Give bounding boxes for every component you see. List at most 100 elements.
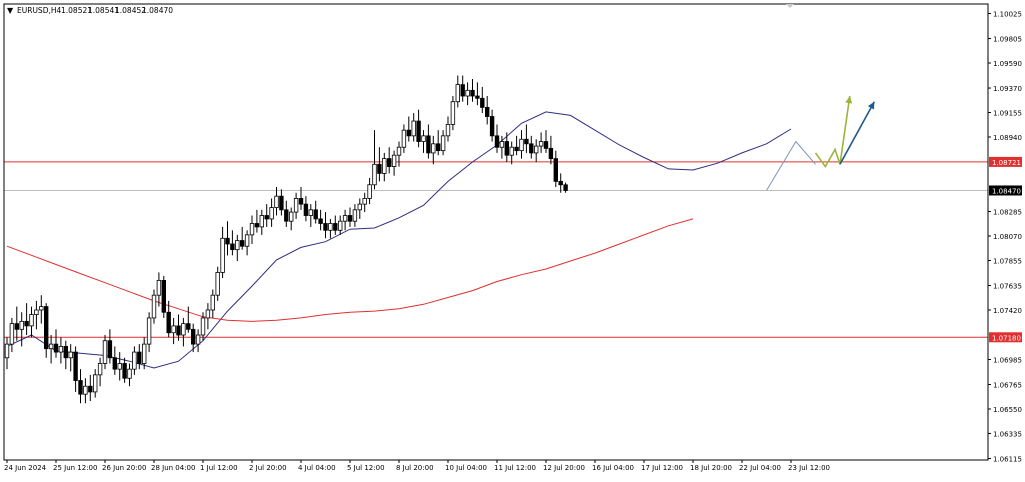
candle[interactable]: [107, 329, 113, 364]
moving-average-slow[interactable]: [6, 218, 694, 322]
candle[interactable]: [362, 192, 367, 213]
candle[interactable]: [53, 329, 59, 358]
candle[interactable]: [102, 335, 108, 370]
candle[interactable]: [220, 226, 225, 279]
candle[interactable]: [244, 230, 250, 256]
candle[interactable]: [230, 230, 235, 256]
candle[interactable]: [161, 275, 166, 318]
candle[interactable]: [396, 141, 402, 167]
candle[interactable]: [440, 130, 446, 156]
candle[interactable]: [19, 312, 24, 347]
candle[interactable]: [465, 82, 470, 106]
candle[interactable]: [328, 218, 333, 239]
candle[interactable]: [548, 135, 554, 165]
candle[interactable]: [284, 200, 289, 227]
candle[interactable]: [563, 182, 568, 193]
candle[interactable]: [494, 124, 500, 153]
candle[interactable]: [303, 196, 309, 222]
candle[interactable]: [509, 141, 514, 165]
candle[interactable]: [176, 314, 181, 341]
candle[interactable]: [141, 337, 147, 370]
candle[interactable]: [455, 75, 460, 108]
candle[interactable]: [460, 75, 465, 102]
candle[interactable]: [195, 329, 201, 353]
candle[interactable]: [34, 300, 39, 330]
candle[interactable]: [416, 109, 421, 148]
candle[interactable]: [235, 234, 240, 262]
candle[interactable]: [431, 135, 436, 165]
candle[interactable]: [337, 215, 343, 235]
candle[interactable]: [151, 289, 157, 324]
candle[interactable]: [44, 303, 49, 358]
candle[interactable]: [411, 113, 416, 142]
candle[interactable]: [127, 363, 132, 387]
candle[interactable]: [308, 204, 313, 227]
candle[interactable]: [88, 374, 93, 402]
candle[interactable]: [200, 312, 206, 341]
candle[interactable]: [181, 317, 186, 347]
candle[interactable]: [514, 135, 519, 156]
candle[interactable]: [58, 337, 64, 364]
candle[interactable]: [132, 346, 137, 375]
candle[interactable]: [171, 317, 176, 345]
candle[interactable]: [372, 130, 377, 190]
candle[interactable]: [435, 130, 441, 156]
candle[interactable]: [137, 344, 142, 370]
candle[interactable]: [274, 187, 279, 216]
candle[interactable]: [249, 215, 255, 244]
candle[interactable]: [97, 357, 103, 387]
candle[interactable]: [166, 300, 171, 338]
forecast-arrow[interactable]: [839, 101, 876, 165]
candle[interactable]: [406, 116, 411, 142]
candle[interactable]: [347, 207, 353, 227]
candle[interactable]: [499, 135, 505, 159]
candle[interactable]: [529, 135, 534, 159]
candle[interactable]: [553, 150, 558, 188]
candle[interactable]: [524, 124, 529, 153]
candle[interactable]: [323, 212, 328, 239]
candle[interactable]: [63, 340, 68, 370]
candle[interactable]: [9, 317, 15, 353]
candle[interactable]: [489, 109, 495, 142]
candle[interactable]: [48, 335, 54, 364]
candle[interactable]: [269, 198, 274, 227]
forecast-path[interactable]: [766, 140, 816, 191]
candle[interactable]: [470, 78, 475, 102]
candle[interactable]: [93, 369, 98, 398]
candle[interactable]: [475, 82, 480, 106]
candle[interactable]: [68, 344, 73, 372]
candle[interactable]: [259, 209, 264, 235]
candle[interactable]: [450, 96, 456, 131]
candle[interactable]: [445, 116, 451, 142]
candle[interactable]: [254, 209, 260, 233]
candle[interactable]: [543, 130, 549, 153]
candle[interactable]: [318, 209, 323, 231]
candle[interactable]: [298, 187, 304, 210]
candle[interactable]: [293, 192, 299, 219]
candle[interactable]: [333, 215, 338, 235]
candle[interactable]: [24, 303, 29, 336]
candle[interactable]: [386, 147, 392, 174]
candle[interactable]: [225, 221, 230, 256]
candle[interactable]: [112, 346, 117, 375]
candle[interactable]: [357, 198, 362, 219]
candle[interactable]: [504, 132, 509, 163]
candle[interactable]: [146, 312, 152, 353]
candle[interactable]: [156, 272, 162, 307]
candle[interactable]: [288, 207, 294, 231]
candle[interactable]: [426, 124, 431, 159]
candle[interactable]: [382, 152, 387, 182]
forecast-arrow[interactable]: [814, 95, 851, 169]
candle[interactable]: [205, 303, 211, 330]
candle[interactable]: [367, 177, 372, 205]
candle[interactable]: [210, 289, 215, 318]
candle[interactable]: [122, 357, 127, 383]
candle[interactable]: [313, 200, 318, 224]
candle[interactable]: [190, 323, 196, 353]
candle[interactable]: [534, 139, 539, 163]
candle[interactable]: [264, 204, 269, 227]
candle[interactable]: [73, 346, 78, 392]
candle[interactable]: [83, 378, 88, 404]
